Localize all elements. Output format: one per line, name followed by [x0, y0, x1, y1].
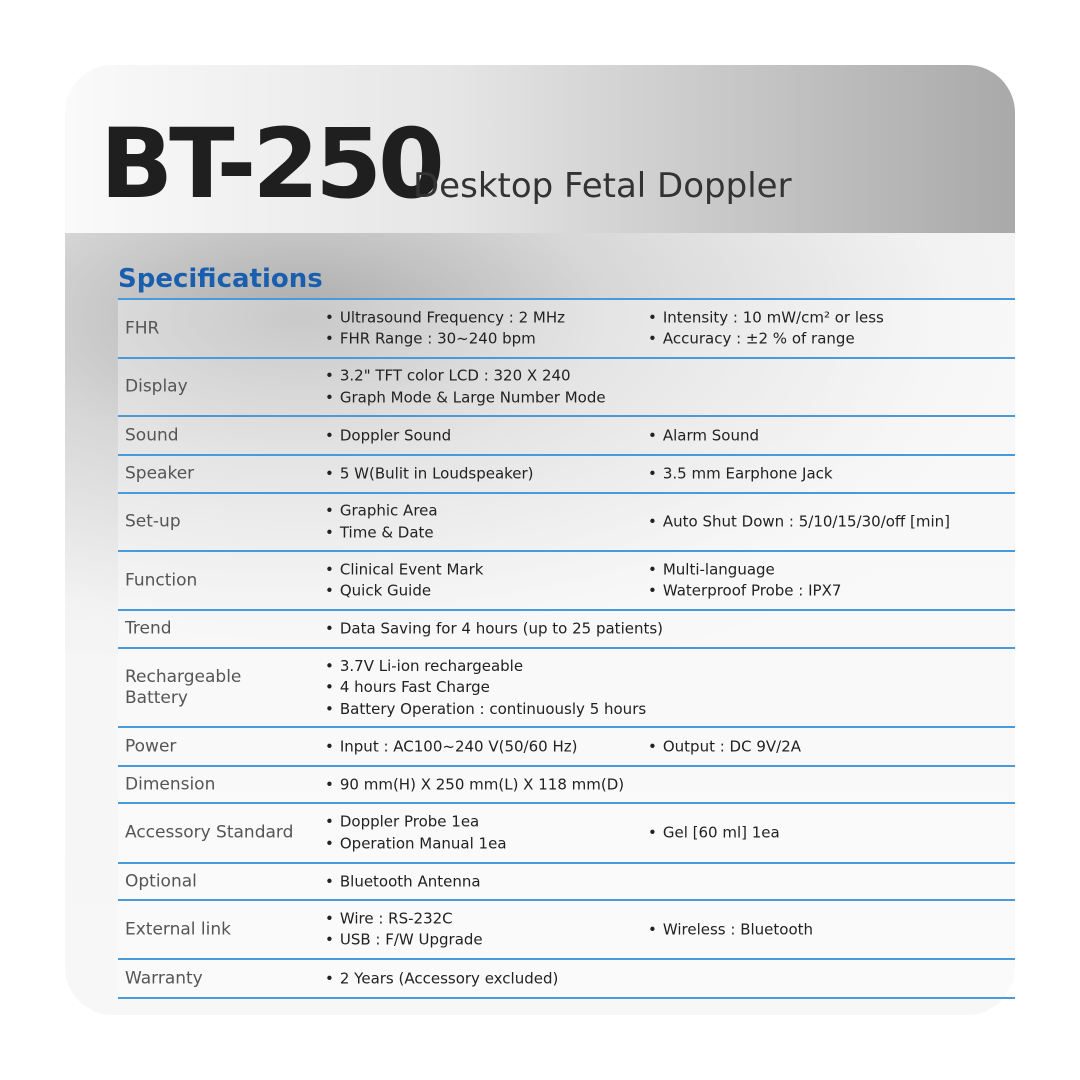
spec-item: Doppler Probe 1ea: [325, 812, 507, 834]
spec-column: Gel [60 ml] 1ea: [648, 822, 780, 844]
spec-card: [65, 65, 1015, 1015]
spec-item: Alarm Sound: [648, 425, 759, 447]
spec-column: 90 mm(H) X 250 mm(L) X 118 mm(D): [325, 774, 624, 796]
spec-item: 3.5 mm Earphone Jack: [648, 463, 833, 485]
spec-row: Sound Doppler Sound Alarm Sound: [118, 417, 1015, 456]
spec-row: Dimension 90 mm(H) X 250 mm(L) X 118 mm(D…: [118, 767, 1015, 804]
spec-row: FHR Ultrasound Frequency : 2 MHzFHR Range…: [118, 300, 1015, 359]
spec-item: Multi-language: [648, 559, 841, 581]
spec-row: Trend Data Saving for 4 hours (up to 25 p…: [118, 611, 1015, 649]
section-title: Specifications: [118, 264, 323, 294]
spec-column: Output : DC 9V/2A: [648, 736, 801, 758]
spec-column: Wireless : Bluetooth: [648, 919, 813, 941]
spec-column: Intensity : 10 mW/cm² or lessAccuracy : …: [648, 307, 884, 350]
spec-item: Time & Date: [325, 522, 438, 544]
spec-column: Bluetooth Antenna: [325, 871, 481, 893]
spec-row: Function Clinical Event MarkQuick Guide Mu…: [118, 552, 1015, 611]
spec-column: Wire : RS-232CUSB : F/W Upgrade: [325, 908, 483, 951]
spec-column: Auto Shut Down : 5/10/15/30/off [min]: [648, 511, 950, 533]
spec-item: Wire : RS-232C: [325, 908, 483, 930]
row-label: Set-up: [125, 511, 181, 532]
spec-row: Power Input : AC100~240 V(50/60 Hz) Output…: [118, 728, 1015, 767]
row-label: Power: [125, 736, 177, 756]
spec-item: Input : AC100~240 V(50/60 Hz): [325, 736, 578, 758]
product-title: BT-250: [100, 108, 445, 220]
spec-column: 3.7V Li-ion rechargeable4 hours Fast Cha…: [325, 655, 646, 720]
row-label: Dimension: [125, 774, 216, 794]
row-label: Rechargeable Battery: [125, 666, 242, 708]
spec-item: 3.7V Li-ion rechargeable: [325, 655, 646, 677]
spec-column: Multi-languageWaterproof Probe : IPX7: [648, 559, 842, 603]
spec-item: 5 W(Bulit in Loudspeaker): [325, 463, 534, 485]
spec-item: Operation Manual 1ea: [325, 833, 507, 855]
spec-item: 2 Years (Accessory excluded): [325, 968, 558, 990]
row-label: Speaker: [125, 463, 195, 484]
spec-column: Data Saving for 4 hours (up to 25 patien…: [325, 618, 663, 640]
spec-item: Intensity : 10 mW/cm² or less: [648, 307, 884, 329]
spec-column: Input : AC100~240 V(50/60 Hz): [325, 736, 578, 758]
spec-item: Graph Mode & Large Number Mode: [325, 387, 606, 409]
row-label: Trend: [125, 618, 172, 639]
spec-column: Doppler Probe 1eaOperation Manual 1ea: [325, 812, 507, 855]
decor-band: [65, 233, 1015, 653]
spec-item: 90 mm(H) X 250 mm(L) X 118 mm(D): [325, 774, 624, 796]
spec-item: USB : F/W Upgrade: [325, 930, 483, 952]
spec-column: Doppler Sound: [325, 425, 451, 447]
spec-item: Wireless : Bluetooth: [648, 919, 813, 941]
spec-item: FHR Range : 30~240 bpm: [325, 329, 565, 351]
row-label: FHR: [125, 318, 160, 338]
spec-row: Rechargeable Battery 3.7V Li-ion recharge…: [118, 649, 1015, 728]
spec-item: Doppler Sound: [325, 425, 451, 447]
spec-item: Clinical Event Mark: [325, 559, 484, 581]
spec-item: Data Saving for 4 hours (up to 25 patien…: [325, 618, 663, 640]
spec-column: 2 Years (Accessory excluded): [325, 968, 558, 990]
row-label: Function: [125, 570, 198, 590]
row-label: Sound: [125, 425, 179, 445]
spec-item: Accuracy : ±2 % of range: [648, 329, 884, 351]
row-label: Optional: [125, 871, 197, 891]
spec-column: 3.2" TFT color LCD : 320 X 240Graph Mode…: [325, 366, 606, 409]
row-label: Warranty: [125, 968, 203, 988]
row-label: Display: [125, 376, 188, 397]
spec-item: Ultrasound Frequency : 2 MHz: [325, 307, 565, 329]
product-subtitle: Desktop Fetal Doppler: [413, 166, 792, 206]
spec-column: Clinical Event MarkQuick Guide: [325, 559, 484, 603]
spec-item: Auto Shut Down : 5/10/15/30/off [min]: [648, 511, 950, 533]
spec-item: Bluetooth Antenna: [325, 871, 481, 893]
spec-column: 5 W(Bulit in Loudspeaker): [325, 463, 534, 485]
spec-item: Quick Guide: [325, 581, 483, 603]
row-label: Accessory Standard: [125, 822, 294, 843]
spec-item: Output : DC 9V/2A: [648, 736, 801, 758]
spec-row: Display 3.2" TFT color LCD : 320 X 240Gra…: [118, 359, 1015, 417]
spec-row: Warranty 2 Years (Accessory excluded): [118, 960, 1015, 999]
spec-row: Optional Bluetooth Antenna: [118, 864, 1015, 901]
spec-row: Speaker 5 W(Bulit in Loudspeaker) 3.5 mm E…: [118, 456, 1015, 494]
row-label: External link: [125, 919, 232, 939]
spec-item: Waterproof Probe : IPX7: [648, 581, 842, 603]
spec-item: Graphic Area: [325, 501, 438, 523]
spec-table: FHR Ultrasound Frequency : 2 MHzFHR Range…: [118, 298, 1015, 999]
spec-item: 3.2" TFT color LCD : 320 X 240: [325, 366, 606, 388]
spec-item: Gel [60 ml] 1ea: [648, 822, 780, 844]
spec-column: Alarm Sound: [648, 425, 759, 447]
spec-item: Battery Operation : continuously 5 hours: [325, 698, 646, 720]
header-band: [65, 65, 1015, 233]
spec-column: Ultrasound Frequency : 2 MHzFHR Range : …: [325, 307, 565, 350]
spec-row: Accessory Standard Doppler Probe 1eaOpera…: [118, 804, 1015, 864]
spec-row: Set-up Graphic AreaTime & Date Auto Shut D…: [118, 494, 1015, 552]
spec-column: 3.5 mm Earphone Jack: [648, 463, 833, 485]
spec-column: Graphic AreaTime & Date: [325, 501, 438, 544]
spec-row: External link Wire : RS-232CUSB : F/W Upg…: [118, 901, 1015, 960]
spec-item: 4 hours Fast Charge: [325, 677, 646, 699]
